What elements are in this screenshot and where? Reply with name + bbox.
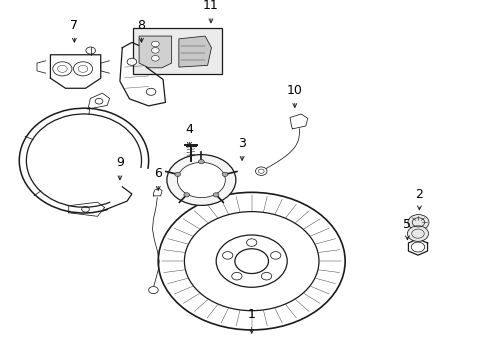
Text: 5: 5 — [403, 218, 410, 231]
Circle shape — [177, 162, 225, 198]
Circle shape — [261, 273, 271, 280]
Text: 3: 3 — [238, 137, 245, 150]
Text: 1: 1 — [247, 308, 255, 321]
Text: 11: 11 — [203, 0, 219, 12]
Circle shape — [407, 226, 427, 242]
Circle shape — [198, 159, 204, 164]
Text: 7: 7 — [70, 19, 78, 32]
Circle shape — [183, 193, 189, 197]
Text: 10: 10 — [286, 84, 302, 97]
Text: 2: 2 — [415, 188, 423, 201]
Circle shape — [151, 55, 159, 61]
Text: 6: 6 — [154, 167, 162, 180]
Circle shape — [255, 167, 266, 175]
Circle shape — [407, 215, 428, 230]
Circle shape — [234, 249, 268, 274]
Circle shape — [73, 62, 92, 76]
Text: 8: 8 — [137, 19, 145, 32]
Circle shape — [148, 287, 158, 294]
Circle shape — [151, 41, 159, 47]
Circle shape — [151, 48, 159, 53]
Text: 4: 4 — [185, 123, 193, 136]
Circle shape — [213, 193, 219, 197]
Circle shape — [270, 252, 280, 259]
Bar — [133, 28, 222, 74]
Circle shape — [222, 252, 232, 259]
Text: 9: 9 — [116, 156, 123, 170]
Polygon shape — [139, 36, 171, 68]
Circle shape — [146, 88, 156, 95]
Circle shape — [127, 58, 137, 66]
Circle shape — [231, 273, 242, 280]
Circle shape — [174, 172, 180, 176]
Circle shape — [53, 62, 72, 76]
Circle shape — [246, 239, 256, 246]
Circle shape — [222, 172, 227, 176]
Circle shape — [166, 154, 235, 206]
Polygon shape — [179, 36, 211, 67]
Circle shape — [410, 242, 424, 252]
